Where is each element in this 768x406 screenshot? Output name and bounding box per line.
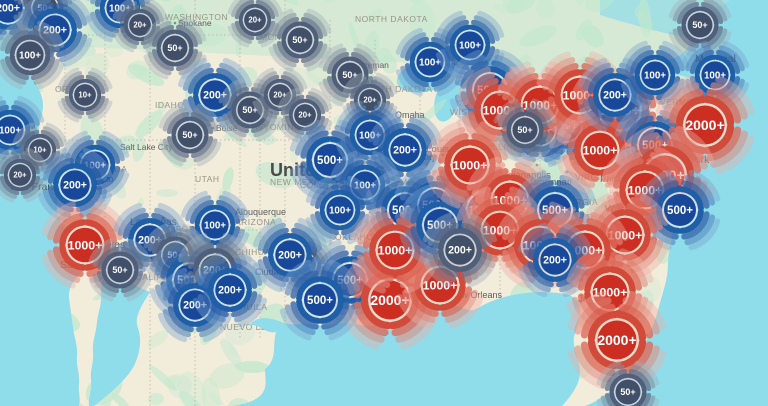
svg-text:20+: 20+ (248, 16, 262, 25)
svg-text:NORTH DAKOTA: NORTH DAKOTA (355, 14, 428, 24)
svg-text:100+: 100+ (204, 220, 226, 231)
svg-text:500+: 500+ (667, 205, 693, 217)
svg-text:20+: 20+ (363, 96, 377, 105)
svg-text:200+: 200+ (543, 255, 567, 267)
svg-text:200+: 200+ (0, 3, 20, 15)
svg-text:500+: 500+ (307, 295, 333, 307)
svg-text:200+: 200+ (63, 180, 87, 192)
svg-text:50+: 50+ (112, 265, 127, 275)
svg-text:50+: 50+ (517, 125, 532, 135)
svg-text:50+: 50+ (182, 130, 197, 140)
svg-text:10+: 10+ (78, 91, 92, 100)
svg-text:20+: 20+ (298, 111, 312, 120)
svg-text:50+: 50+ (167, 43, 182, 53)
svg-text:100+: 100+ (644, 70, 666, 81)
svg-text:20+: 20+ (13, 171, 27, 180)
svg-text:200+: 200+ (278, 250, 302, 262)
svg-text:50+: 50+ (620, 387, 635, 397)
svg-text:20+: 20+ (133, 21, 147, 30)
svg-text:200+: 200+ (393, 145, 417, 157)
svg-text:100+: 100+ (19, 50, 41, 61)
svg-text:200+: 200+ (448, 245, 472, 257)
svg-text:2000+: 2000+ (597, 332, 636, 348)
svg-text:100+: 100+ (329, 205, 351, 216)
svg-text:50+: 50+ (292, 35, 307, 45)
svg-text:UTAH: UTAH (195, 174, 220, 184)
svg-text:1000+: 1000+ (583, 143, 618, 157)
svg-text:50+: 50+ (692, 20, 707, 30)
svg-text:100+: 100+ (459, 40, 481, 51)
svg-text:2000+: 2000+ (685, 117, 724, 133)
svg-text:200+: 200+ (218, 285, 242, 297)
